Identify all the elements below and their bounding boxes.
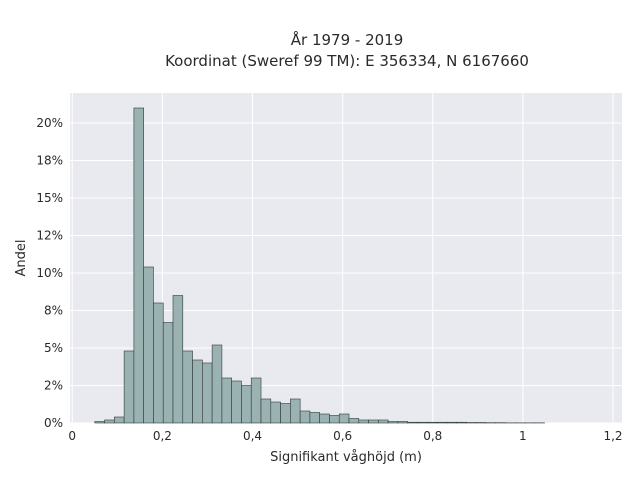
- y-tick-label: 18%: [36, 154, 63, 168]
- histogram-bar: [407, 421, 418, 424]
- histogram-bar: [202, 362, 213, 424]
- x-tick-label: 1: [519, 429, 527, 443]
- histogram-bar: [358, 419, 369, 424]
- histogram-bar: [290, 398, 301, 424]
- histogram-bar: [329, 415, 340, 424]
- y-tick-label: 20%: [36, 116, 63, 130]
- histogram-bar: [426, 421, 438, 424]
- histogram-bar: [338, 413, 350, 424]
- histogram-bar: [241, 385, 252, 424]
- x-axis-label: Signifikant våghöjd (m): [270, 450, 422, 465]
- chart-title-line-2: Koordinat (Sweref 99 TM): E 356334, N 61…: [165, 52, 529, 70]
- histogram-bar: [123, 350, 135, 424]
- y-tick-label: 8%: [44, 304, 63, 318]
- histogram-bar: [368, 419, 379, 424]
- x-tick-label: 0: [68, 429, 76, 443]
- x-tick-label: 1,2: [603, 429, 622, 443]
- histogram-bar: [436, 421, 448, 424]
- histogram-bar: [192, 359, 203, 424]
- histogram-bar: [417, 421, 428, 424]
- histogram-bar: [397, 421, 408, 424]
- histogram-bar: [182, 350, 193, 424]
- histogram-bar: [446, 421, 457, 424]
- x-tick-label: 0,2: [153, 429, 172, 443]
- y-tick-label: 10%: [36, 266, 63, 280]
- y-axis-label: Andel: [14, 240, 29, 277]
- histogram-bar: [309, 412, 320, 424]
- histogram-bar: [143, 266, 154, 424]
- histogram-bar: [104, 419, 115, 424]
- histogram-bar: [270, 401, 281, 424]
- histogram-bar: [172, 295, 184, 424]
- histogram-bar: [250, 377, 262, 424]
- histogram-bar: [456, 421, 467, 424]
- chart-title-line-1: År 1979 - 2019: [291, 30, 404, 49]
- y-tick-label: 2%: [44, 379, 63, 393]
- x-tick-label: 0,4: [243, 429, 262, 443]
- x-axis-ticks: 0 0,2 0,4 0,6 0,8 1 1,2: [68, 429, 622, 443]
- x-tick-label: 0,6: [333, 429, 352, 443]
- y-tick-label: 12%: [36, 229, 63, 243]
- y-tick-label: 0%: [44, 416, 63, 430]
- histogram-bar: [280, 403, 291, 424]
- x-tick-label: 0,8: [423, 429, 442, 443]
- histogram-bar: [319, 413, 330, 424]
- histogram-bar: [299, 410, 311, 424]
- histogram-bars: [94, 107, 545, 424]
- y-tick-label: 15%: [36, 191, 63, 205]
- histogram-bar: [153, 302, 164, 424]
- histogram-bar: [348, 418, 360, 424]
- histogram-bar: [162, 322, 174, 424]
- histogram-bar: [133, 107, 144, 424]
- histogram-bar: [260, 398, 272, 424]
- histogram-bar: [114, 416, 125, 424]
- histogram-bar: [378, 419, 389, 424]
- histogram-bar: [211, 344, 223, 424]
- histogram-bar: [231, 380, 242, 424]
- y-tick-label: 5%: [44, 341, 63, 355]
- y-axis-ticks: 0% 2% 5% 8% 10% 12% 15% 18% 20%: [36, 116, 63, 430]
- histogram-bar: [221, 377, 232, 424]
- histogram-bar: [94, 421, 105, 424]
- histogram-bar: [387, 421, 399, 424]
